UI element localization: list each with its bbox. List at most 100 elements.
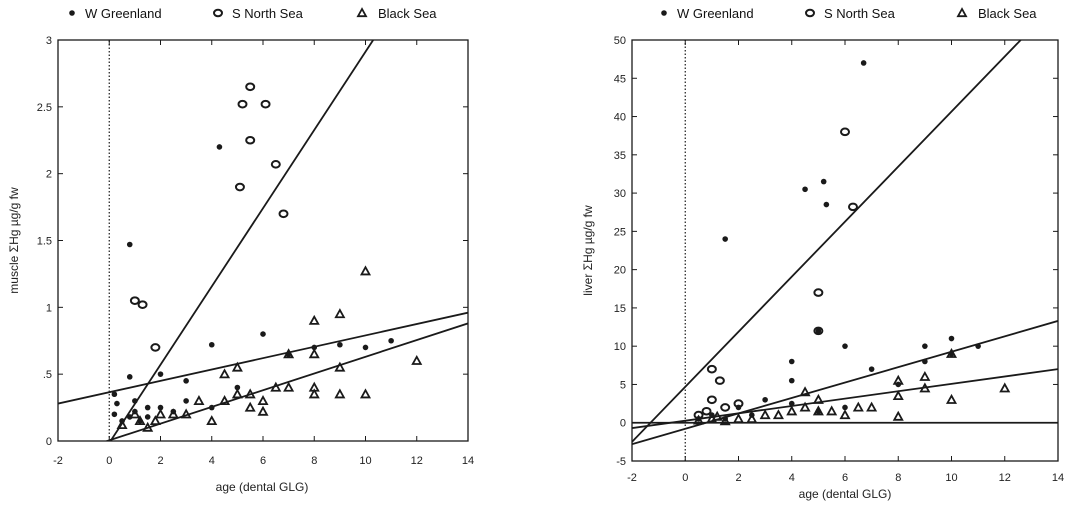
chart-1-x-tick-label: 12 — [411, 455, 423, 467]
chart-2-point-open-circle — [733, 399, 744, 408]
chart-1-x-axis-label: age (dental GLG) — [216, 480, 309, 494]
chart-2-point-open-triangle — [799, 401, 811, 412]
chart-1-x-tick-label: 0 — [106, 455, 112, 467]
chart-2-point-open-triangle — [892, 374, 904, 385]
chart-1-point-filled-circle — [157, 404, 164, 411]
chart-2-point-filled-circle — [868, 366, 875, 372]
chart-1-y-tick-label: 0 — [46, 436, 52, 448]
chart-2-point-open-triangle — [719, 415, 731, 426]
chart-2-y-tick-label: 10 — [614, 341, 626, 353]
chart-2-point-open-triangle — [919, 370, 931, 381]
chart-2-point-filled-circle — [823, 201, 830, 208]
chart-2-point-open-triangle — [772, 409, 784, 420]
chart-1-x-tick-label: 14 — [462, 455, 474, 467]
chart-2-point-filled-circle — [802, 186, 808, 193]
chart-1-point-filled-circle — [126, 374, 133, 380]
chart-2-point-open-triangle — [746, 413, 758, 424]
chart-1-x-tick-label: 8 — [311, 455, 317, 467]
chart-2-y-tick-label: 40 — [614, 112, 626, 124]
chart-2-point-open-circle — [693, 410, 704, 420]
chart-1-point-open-circle — [129, 296, 140, 305]
chart-2-point-open-triangle — [866, 401, 878, 412]
chart-2-point-filled-circle — [722, 236, 728, 242]
chart-1-point-open-triangle — [193, 395, 205, 406]
chart-1-point-open-circle — [137, 300, 148, 309]
chart-2-point-filled-circle — [975, 343, 981, 349]
chart-1-x-tick-label: 6 — [260, 455, 266, 467]
chart-2-point-open-triangle — [945, 393, 958, 404]
chart-1-legend-marker-open-circle — [213, 8, 223, 18]
chart-2-y-tick-label: 30 — [614, 188, 626, 200]
chart-2-x-tick-label: 8 — [895, 472, 901, 484]
chart-2-regression-line-3 — [632, 40, 1022, 443]
chart-1-point-open-circle — [150, 343, 161, 352]
chart-2-x-tick-label: 10 — [945, 472, 957, 484]
chart-1-y-tick-label: 1 — [46, 302, 52, 314]
chart-1-point-open-triangle — [257, 405, 269, 416]
chart-1-point-open-circle — [245, 135, 256, 145]
chart-1-point-filled-circle — [311, 344, 318, 351]
chart-1-point-open-triangle — [116, 419, 128, 430]
chart-2-x-axis-label: age (dental GLG) — [799, 487, 892, 501]
chart-2-y-tick-label: 45 — [614, 73, 626, 85]
chart-1-x-tick-label: 4 — [209, 455, 215, 467]
chart-2-y-tick-label: -5 — [616, 456, 626, 468]
chart-2-x-tick-label: 12 — [999, 472, 1011, 484]
chart-2-y-axis-label: liver ΣHg µg/g fw — [581, 205, 595, 296]
chart-1-point-open-triangle — [219, 368, 231, 379]
chart-1-point-filled-circle — [157, 371, 164, 377]
chart-2-x-tick-label: -2 — [627, 472, 637, 484]
chart-2-point-filled-circle — [788, 377, 795, 384]
chart-2-point-open-circle — [813, 288, 824, 297]
chart-2-y-tick-label: 20 — [614, 265, 626, 277]
chart-2-point-open-triangle — [711, 410, 723, 421]
chart-1-point-filled-circle — [183, 378, 189, 384]
chart-2-point-open-triangle — [759, 409, 771, 420]
chart-1-plot-frame — [57, 39, 469, 442]
chart-2-point-open-circle — [840, 127, 850, 137]
chart-1-point-filled-circle — [208, 404, 215, 411]
chart-1-point-open-triangle — [334, 388, 346, 399]
chart-1-y-axis-label: muscle ΣHg µg/g fw — [7, 187, 21, 294]
chart-1-point-open-circle — [237, 99, 248, 109]
chart-1-y-tick-label: 3 — [46, 35, 52, 47]
chart-2-regression-line-1 — [632, 320, 1058, 446]
chart-2-point-open-triangle — [732, 413, 745, 424]
chart-1-legend-label: W Greenland — [85, 6, 162, 21]
chart-1-point-open-circle — [234, 182, 245, 192]
chart-2-point-open-circle — [847, 202, 858, 212]
chart-1-point-filled-circle — [234, 384, 241, 391]
chart-1-point-open-triangle — [231, 361, 243, 372]
chart-1-legend-marker-filled-circle — [69, 10, 75, 16]
chart-1-point-filled-circle — [144, 404, 151, 411]
chart-1-point-filled-circle — [216, 144, 223, 150]
chart-2-x-tick-label: 6 — [842, 472, 848, 484]
chart-2-x-tick-label: 2 — [735, 472, 741, 484]
chart-2-point-filled-circle — [948, 335, 955, 342]
chart-2-x-tick-label: 14 — [1052, 472, 1064, 484]
chart-2-x-tick-label: 0 — [682, 472, 688, 484]
chart-2-y-tick-label: 50 — [614, 35, 626, 47]
chart-2-point-open-circle — [813, 326, 824, 336]
chart-1-point-open-circle — [270, 160, 281, 169]
chart-2-point-filled-circle — [820, 178, 827, 185]
chart-2-point-filled-circle — [842, 343, 848, 349]
chart-1-legend-label: S North Sea — [232, 6, 304, 21]
chart-1-point-filled-circle — [132, 398, 138, 404]
chart-2-legend-label: S North Sea — [824, 6, 896, 21]
chart-1-point-open-triangle — [231, 388, 243, 399]
chart-1-point-open-triangle — [129, 408, 141, 419]
chart-1-point-open-triangle — [134, 415, 146, 426]
chart-2-point-filled-circle — [788, 400, 795, 407]
chart-1-point-open-triangle — [180, 408, 192, 419]
chart-2-y-tick-label: 15 — [614, 303, 626, 315]
chart-2-point-open-circle — [706, 395, 717, 405]
chart-1-y-tick-label: 2.5 — [37, 102, 52, 114]
chart-2-point-filled-circle — [842, 404, 848, 411]
chart-1-point-open-triangle — [154, 408, 167, 419]
chart-1-y-tick-label: 1.5 — [37, 236, 52, 248]
chart-1-x-tick-label: -2 — [53, 455, 63, 467]
chart-1-point-open-triangle — [219, 395, 231, 406]
chart-2-legend-label: Black Sea — [978, 6, 1037, 21]
